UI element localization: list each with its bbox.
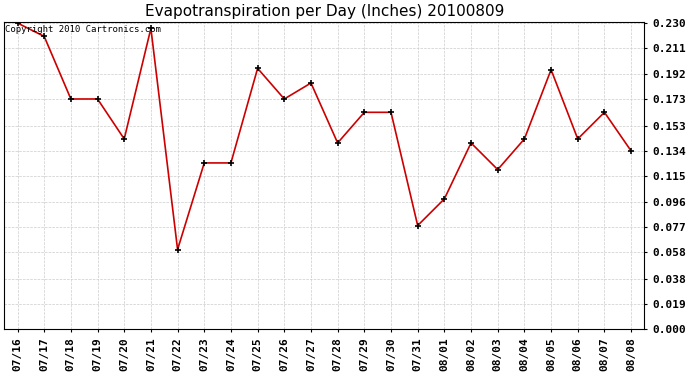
Title: Evapotranspiration per Day (Inches) 20100809: Evapotranspiration per Day (Inches) 2010… [145,4,504,19]
Text: Copyright 2010 Cartronics.com: Copyright 2010 Cartronics.com [6,25,161,34]
